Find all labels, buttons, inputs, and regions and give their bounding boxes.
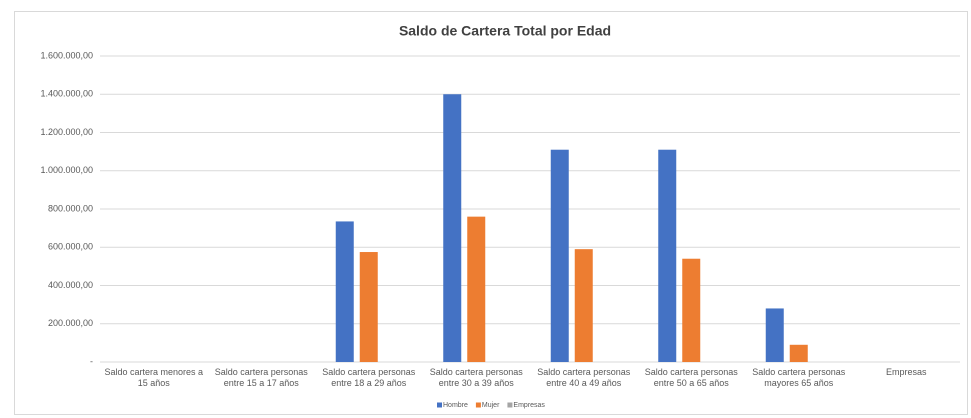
bar <box>467 216 486 362</box>
y-tick-label: 1.200.000,00 <box>40 127 93 137</box>
bar <box>335 221 354 362</box>
y-tick-label: 400.000,00 <box>48 280 93 290</box>
y-tick-label: 200.000,00 <box>48 318 93 328</box>
legend-swatch <box>507 402 513 408</box>
chart-frame <box>14 11 968 415</box>
y-tick-label: 800.000,00 <box>48 203 93 213</box>
y-tick-label: 1.600.000,00 <box>40 50 93 60</box>
legend-swatch <box>475 402 481 408</box>
x-tick-label: Saldo cartera personas entre 50 a 65 años <box>645 367 739 388</box>
bar <box>550 149 569 362</box>
x-tick-label: Saldo cartera personas entre 18 a 29 años <box>322 367 416 388</box>
legend-label: Mujer <box>482 402 500 409</box>
x-tick-label: Saldo cartera personas mayores 65 años <box>752 367 846 388</box>
legend-swatch <box>437 402 442 408</box>
x-tick-label: Saldo cartera menores a 15 años <box>104 367 203 388</box>
y-tick-label: 1.400.000,00 <box>40 89 93 99</box>
bar <box>658 149 677 362</box>
bar <box>789 344 808 362</box>
y-tick-label: 600.000,00 <box>48 242 93 252</box>
bar <box>682 258 701 362</box>
bar <box>765 308 784 362</box>
x-tick-label: Saldo cartera personas entre 15 a 17 años <box>215 367 309 388</box>
x-tick-label: Saldo cartera personas entre 40 a 49 años <box>537 367 631 388</box>
bar <box>359 252 378 362</box>
legend-label: Hombre <box>443 402 468 409</box>
x-tick-label: Saldo cartera personas entre 30 a 39 años <box>430 367 524 388</box>
y-tick-label: - <box>90 356 93 366</box>
bar <box>574 249 593 362</box>
legend-label: Empresas <box>513 402 545 409</box>
x-tick-label: Empresas <box>886 367 927 377</box>
bar <box>443 94 462 362</box>
chart-title: Saldo de Cartera Total por Edad <box>399 23 611 39</box>
y-tick-label: 1.000.000,00 <box>40 165 93 175</box>
